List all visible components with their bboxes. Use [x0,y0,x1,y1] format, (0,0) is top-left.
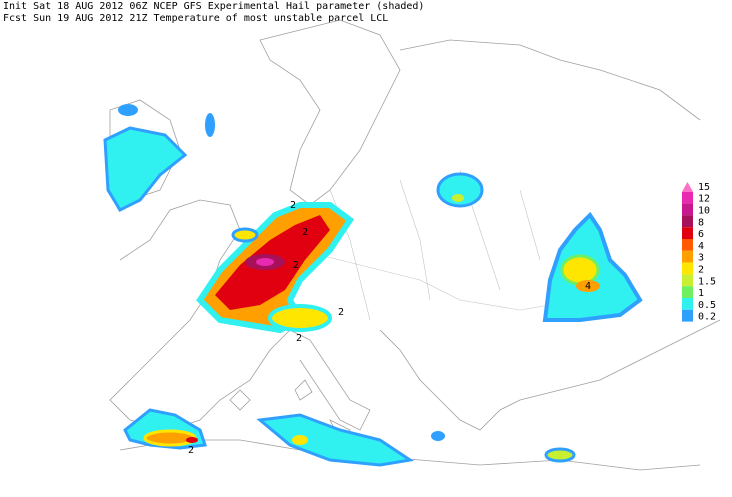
legend-swatch [682,274,693,287]
coastlines [109,19,721,471]
legend-swatch [682,250,693,263]
legend-swatch [682,182,693,192]
legend-swatch [682,298,693,310]
legend-label: 0.2 [698,312,716,323]
legend-swatch [682,262,693,275]
contour-label: 2 [290,200,296,211]
legend-label: 2 [698,265,704,276]
contour-label: 4 [585,281,591,292]
legend-swatch [682,286,693,298]
legend-swatch [682,215,693,228]
legend-label: 1.5 [698,276,716,287]
contour-labels: 2 2 2 2 2 4 2 [188,200,591,456]
header-line: Init Sat 18 AUG 2012 06Z NCEP GFS Experi… [3,1,424,12]
header-line: Fcst Sun 19 AUG 2012 21Z Temperature of … [3,13,388,24]
contour-label: 2 [338,307,344,318]
legend-label: 4 [698,241,704,252]
contour-label: 2 [296,333,302,344]
hail-shading [103,104,643,467]
legend-swatch [682,203,693,216]
legend-swatch [682,309,693,322]
legend-label: 3 [698,253,704,264]
legend-swatch [682,227,693,239]
legend-swatch [682,239,693,251]
legend-label: 12 [698,194,710,205]
legend-label: 8 [698,217,704,228]
legend-label: 6 [698,229,704,240]
legend-swatch [682,191,693,204]
contour-label: 2 [293,260,299,271]
legend-label: 10 [698,206,710,217]
contour-label: 2 [302,227,308,238]
contour-label: 2 [188,445,194,456]
legend-label: 15 [698,182,710,193]
legend-label: 0.5 [698,300,716,311]
legend-label: 1 [698,288,704,299]
